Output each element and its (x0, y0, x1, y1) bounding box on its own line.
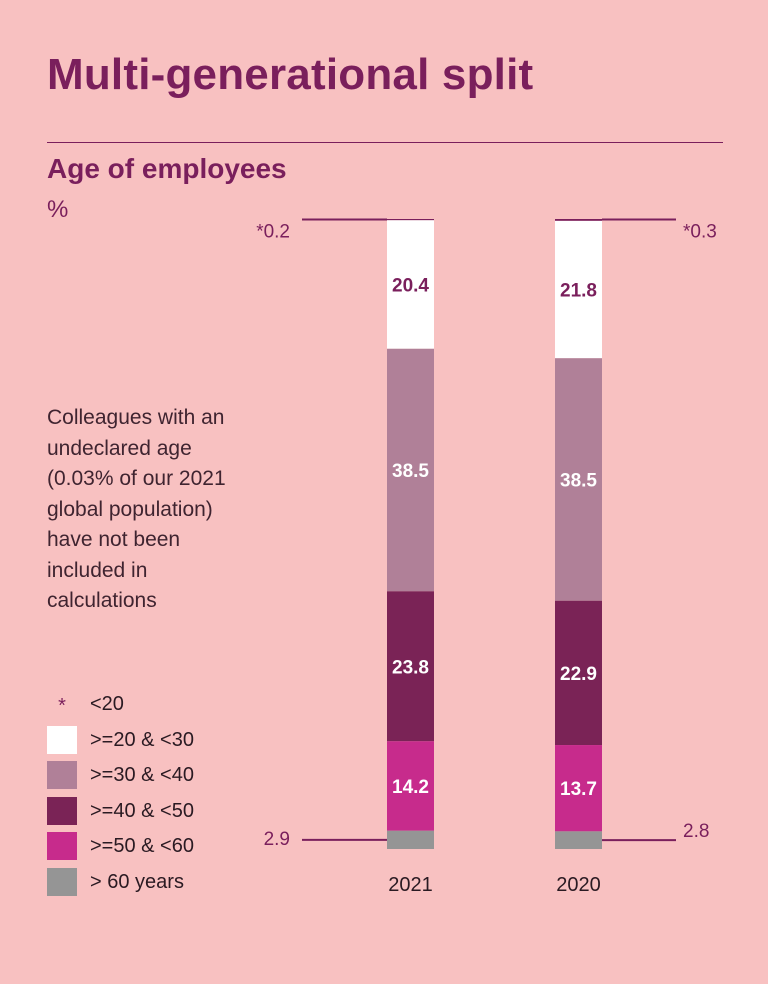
legend-label: <20 (90, 693, 124, 715)
bar-segment-2020-3 (555, 600, 602, 746)
legend-swatch (47, 761, 77, 789)
chart-subtitle: Age of employees (47, 153, 287, 184)
bar-segment-2021-4 (387, 741, 434, 831)
callout-value-label: 2.9 (264, 829, 290, 850)
segment-value-label: 38.5 (560, 471, 597, 492)
callout-value-label: 2.8 (683, 821, 709, 842)
bar-segment-2021-0 (387, 219, 434, 221)
bar-segment-2020-0 (555, 219, 602, 221)
segment-value-label: 21.8 (560, 281, 597, 302)
legend-label: >=40 & <50 (90, 799, 194, 822)
bar-segment-2021-1 (387, 220, 434, 349)
legend-label: >=20 & <30 (90, 728, 194, 751)
bar-segment-2020-1 (555, 220, 602, 359)
segment-value-label: 13.7 (560, 779, 597, 800)
asterisk-marker-icon: * (58, 695, 66, 717)
legend-swatch (47, 796, 77, 825)
page-title: Multi-generational split (47, 50, 534, 99)
bar-segment-2020-4 (555, 745, 602, 832)
callout-value-label: *0.3 (683, 222, 717, 243)
segment-value-label: 38.5 (392, 461, 429, 482)
x-axis-tick-label: 2021 (388, 874, 433, 896)
unit-label: % (47, 196, 69, 223)
bar-segment-2020-2 (555, 358, 602, 601)
legend-label: >=30 & <40 (90, 764, 194, 786)
bar-segment-2021-2 (387, 348, 434, 592)
bar-segment-2021-5 (387, 830, 434, 849)
title-divider (47, 142, 723, 143)
callout-value-label: *0.2 (256, 222, 290, 243)
x-axis-tick-label: 2020 (556, 874, 601, 896)
undeclared-age-note: Colleagues with an undeclared age (0.03%… (47, 406, 226, 612)
legend-swatch (47, 832, 77, 860)
segment-value-label: 14.2 (392, 777, 429, 798)
bar-segment-2021-3 (387, 591, 434, 742)
legend-swatch (47, 867, 77, 896)
bar-segment-2020-5 (555, 831, 602, 849)
legend-label: >=50 & <60 (90, 835, 194, 857)
segment-value-label: 22.9 (560, 664, 597, 685)
segment-value-label: 20.4 (392, 276, 429, 297)
legend-swatch (47, 725, 77, 754)
legend-label: > 60 years (90, 870, 184, 893)
segment-value-label: 23.8 (392, 657, 429, 678)
